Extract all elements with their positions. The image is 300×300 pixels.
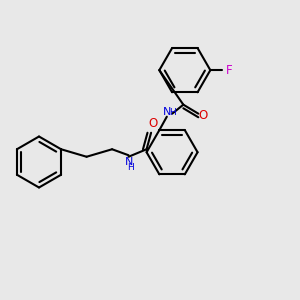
Text: H: H <box>127 163 134 172</box>
Text: N: N <box>124 157 133 167</box>
Text: F: F <box>226 64 232 77</box>
Text: N: N <box>163 107 171 117</box>
Text: O: O <box>198 109 208 122</box>
Text: O: O <box>148 117 157 130</box>
Text: H: H <box>169 108 175 117</box>
